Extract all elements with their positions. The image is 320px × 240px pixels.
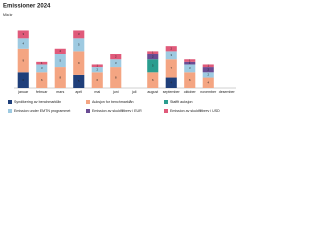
value-label: 2 (207, 73, 209, 77)
bar-segment (110, 54, 122, 60)
legend-swatch (86, 100, 90, 104)
x-tick-label: mars (56, 90, 64, 94)
legend-swatch (164, 109, 168, 113)
value-label: 8 (115, 75, 117, 79)
bar-segment (184, 72, 196, 88)
bar-segment (73, 38, 85, 52)
legend-label: Auksjon for benchmarklån (92, 100, 134, 104)
bar-segment (202, 72, 214, 78)
bar-segment (184, 64, 196, 73)
value-label: 2 (96, 67, 98, 71)
bar-segment (17, 48, 29, 73)
bar-segment (147, 59, 159, 73)
value-label: 5 (78, 43, 80, 47)
bar-segment (73, 51, 85, 75)
value-label: 3 (78, 32, 80, 36)
value-label: 6 (96, 78, 98, 82)
value-label: 4 (207, 81, 209, 85)
legend-label: Emission av skuldfiltbrev i USD (170, 109, 220, 113)
x-tick-label: desember (219, 90, 236, 94)
bar-segment (91, 67, 103, 73)
bar-segment (36, 61, 48, 65)
legend-label: Emission under EMTN programmet (14, 109, 70, 113)
bar-segment (54, 67, 66, 88)
value-label: 3 (170, 53, 172, 57)
bar-segment (147, 51, 159, 54)
value-label: 1 (41, 61, 43, 65)
legend-label: Staffit auksjon (170, 100, 193, 104)
value-label: 5 (152, 64, 154, 68)
value-label: 2 (59, 49, 61, 53)
value-label: 5 (78, 79, 80, 83)
value-label: 6 (152, 78, 154, 82)
value-label: 1 (189, 61, 191, 65)
value-label: 1 (96, 64, 98, 68)
chart: Emissioner 2024 Mia kr januar 6 9 4 3 februar… (3, 4, 236, 113)
value-label: 9 (22, 58, 24, 62)
x-tick-label: januar (17, 90, 29, 94)
bar-segment (91, 64, 103, 68)
bar-segment (110, 67, 122, 88)
legend-swatch (86, 109, 90, 113)
value-label: 2 (152, 54, 154, 58)
x-tick-label: april (75, 90, 82, 94)
legend-swatch (8, 100, 12, 104)
bar-segment (36, 64, 48, 73)
bar-segment (165, 46, 177, 52)
legend-swatch (8, 109, 12, 113)
bar-segment (202, 64, 214, 68)
value-label: 6 (41, 78, 43, 82)
value-label: 4 (22, 41, 24, 45)
value-label: 6 (189, 78, 191, 82)
x-tick-label: september (163, 90, 181, 94)
bar-segment (147, 54, 159, 60)
bar-segment (17, 30, 29, 39)
value-label: 2 (207, 67, 209, 71)
value-label: 1 (152, 50, 154, 54)
chart-title: Emissioner 2024 (3, 4, 51, 10)
bar-segment (73, 74, 85, 88)
bar-segment (73, 30, 85, 39)
x-tick-label: mai (94, 90, 100, 94)
bar-segment (17, 38, 29, 49)
x-tick-label: juli (131, 90, 137, 94)
bar-segment (17, 72, 29, 88)
legend-label: Syndikering av benchmarklån (14, 100, 61, 104)
value-label: 7 (170, 66, 172, 70)
bar-segment (54, 54, 66, 68)
bar-segment (202, 67, 214, 73)
x-tick-label: august (147, 90, 158, 94)
bar-segment (110, 59, 122, 68)
value-label: 4 (170, 81, 172, 85)
bar-segment (147, 72, 159, 88)
value-label: 1 (207, 64, 209, 68)
x-tick-label: juni (112, 90, 119, 94)
bar-segment (184, 59, 196, 62)
value-label: 6 (22, 78, 24, 82)
value-label: 3 (115, 61, 117, 65)
value-label: 3 (41, 66, 43, 70)
value-label: 3 (22, 32, 24, 36)
bar-segment (91, 72, 103, 88)
x-tick-label: oktober (184, 90, 197, 94)
bar-segment (36, 72, 48, 88)
x-tick-label: februar (36, 90, 48, 94)
bar-segment (165, 51, 177, 60)
value-label: 2 (170, 47, 172, 51)
value-label: 9 (78, 61, 80, 65)
bar-segment (184, 61, 196, 65)
value-label: 5 (59, 58, 61, 62)
bar-segment (165, 59, 177, 78)
y-axis-label: Mia kr (3, 13, 13, 17)
x-tick-label: november (200, 90, 217, 94)
value-label: 2 (115, 54, 117, 58)
value-label: 3 (189, 66, 191, 70)
bar-segment (54, 48, 66, 54)
bar-segment (202, 77, 214, 88)
bar-segment (165, 77, 177, 88)
legend-label: Emission av skuldfiltbrev i EUR (92, 109, 142, 113)
legend-swatch (164, 100, 168, 104)
value-label: 8 (59, 75, 61, 79)
value-label: 1 (189, 58, 191, 62)
